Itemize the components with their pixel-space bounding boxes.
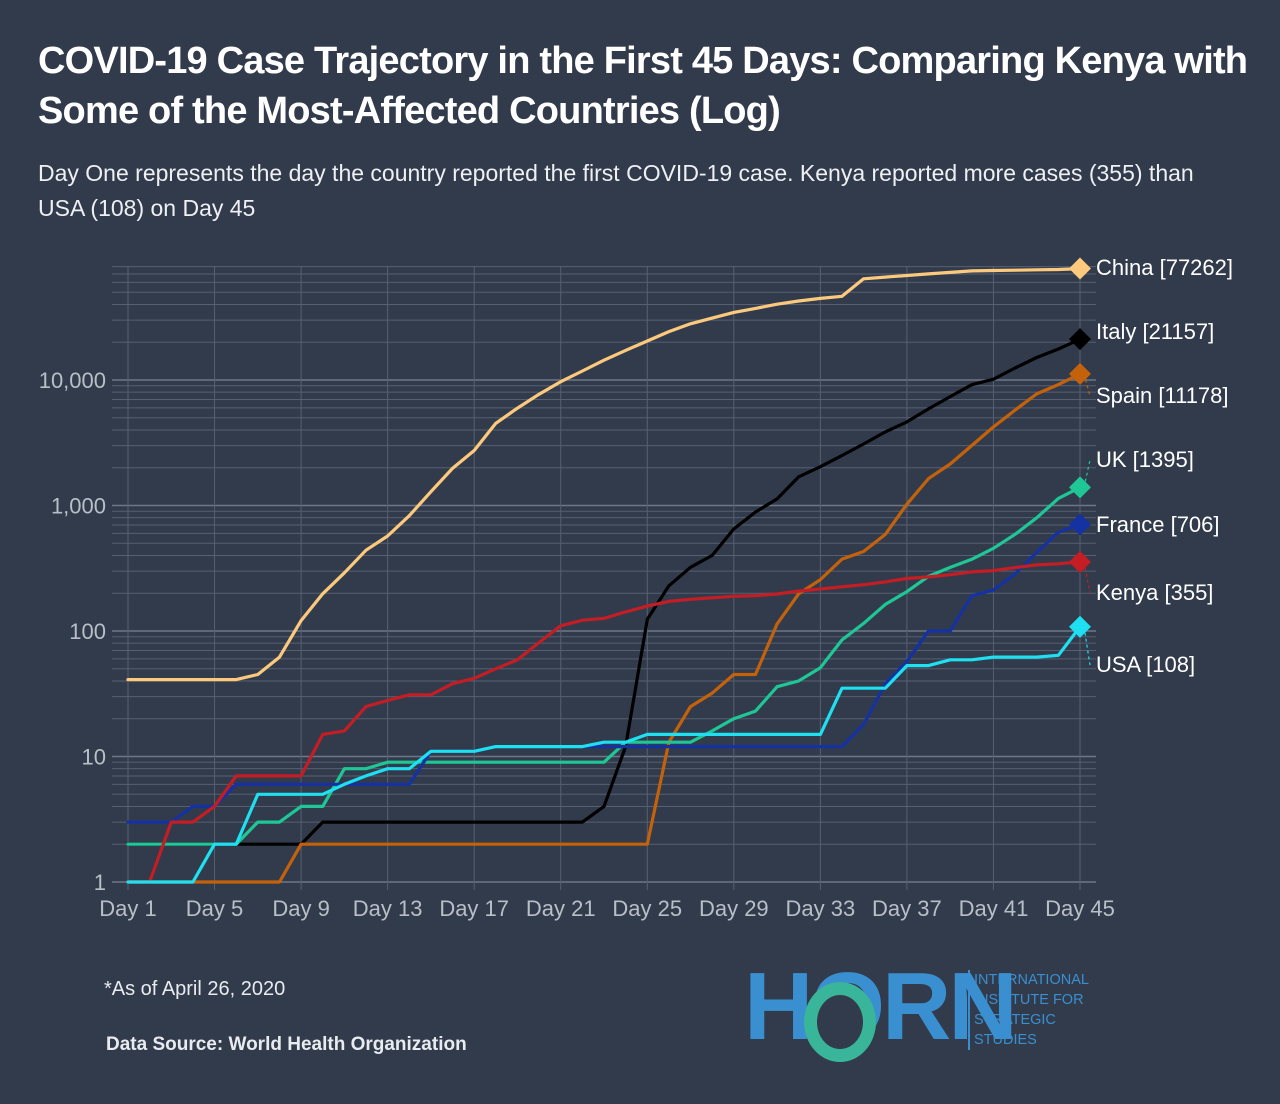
x-tick-label: Day 37 — [872, 896, 942, 921]
end-marker-china — [1069, 257, 1091, 280]
series-label-italy: Italy [21157] — [1096, 319, 1214, 344]
x-tick-label: Day 25 — [612, 896, 682, 921]
series-line-uk — [126, 485, 1082, 846]
line-chart: 1 10 100 1,000 10,000 Day 1 Day 5 Day 9 Day 13 Da… — [39, 255, 1233, 921]
label-leader-uk — [1083, 459, 1091, 488]
end-marker-spain — [1069, 362, 1091, 385]
y-tick-label: 10 — [82, 745, 106, 770]
chart-title: COVID-19 Case Trajectory in the First 45… — [38, 40, 1248, 132]
series-line-usa — [126, 625, 1082, 884]
series-lines — [126, 267, 1082, 884]
end-labels: China [77262] Italy [21157] Spain [11178] U… — [1083, 255, 1233, 677]
series-label-uk: UK [1395] — [1096, 447, 1194, 472]
end-marker-italy — [1069, 328, 1091, 351]
series-label-kenya: Kenya [355] — [1096, 580, 1213, 605]
x-tick-label: Day 9 — [272, 896, 329, 921]
x-tick-label: Day 29 — [699, 896, 769, 921]
horn-logo: HORN INTERNATIONAL INSTITUTE FOR STRATEG… — [744, 953, 1094, 1062]
label-leader-spain — [1083, 373, 1091, 397]
end-marker-usa — [1069, 615, 1091, 638]
series-label-spain: Spain [11178] — [1096, 383, 1229, 408]
series-line-china — [126, 267, 1082, 682]
axes: 1 10 100 1,000 10,000 Day 1 Day 5 Day 9 Day 13 Da… — [39, 368, 1115, 921]
label-leader-kenya — [1083, 561, 1091, 594]
as-of-note: *As of April 26, 2020 — [104, 978, 286, 1000]
end-marker-france — [1069, 513, 1091, 536]
logo-line: STUDIES — [974, 1032, 1037, 1048]
series-line-italy — [126, 337, 1082, 846]
logo-institute-text: INTERNATIONAL INSTITUTE FOR STRATEGIC ST… — [968, 970, 1104, 1050]
logo-wordmark: HORN — [744, 953, 1018, 1060]
x-tick-label: Day 1 — [99, 896, 156, 921]
x-tick-label: Day 13 — [353, 896, 423, 921]
y-tick-label: 10,000 — [39, 368, 106, 393]
logo-line: INTERNATIONAL — [974, 972, 1089, 988]
x-tick-label: Day 21 — [526, 896, 596, 921]
logo-line: STRATEGIC — [974, 1012, 1056, 1028]
series-line-france — [126, 522, 1082, 824]
chart-subtitle: Day One represents the day the country r… — [38, 160, 1194, 221]
logo-ring-icon — [804, 982, 876, 1062]
series-line-kenya — [126, 560, 1082, 884]
x-tick-label: Day 5 — [186, 896, 243, 921]
series-label-france: France [706] — [1096, 512, 1220, 537]
logo-line: INSTITUTE FOR — [974, 992, 1084, 1008]
series-line-spain — [126, 372, 1082, 884]
end-marker-uk — [1069, 476, 1091, 499]
x-tick-label: Day 45 — [1045, 896, 1115, 921]
data-source: Data Source: World Health Organization — [106, 1034, 467, 1055]
x-tick-label: Day 41 — [959, 896, 1029, 921]
end-markers — [1069, 257, 1091, 638]
end-marker-kenya — [1069, 550, 1091, 573]
series-label-usa: USA [108] — [1096, 652, 1195, 677]
series-label-china: China [77262] — [1096, 255, 1233, 280]
y-tick-label: 1 — [94, 870, 106, 895]
y-tick-label: 100 — [69, 619, 106, 644]
x-tick-label: Day 17 — [439, 896, 509, 921]
x-tick-label: Day 33 — [786, 896, 856, 921]
y-tick-label: 1,000 — [51, 494, 106, 519]
label-leader-usa — [1083, 626, 1091, 666]
